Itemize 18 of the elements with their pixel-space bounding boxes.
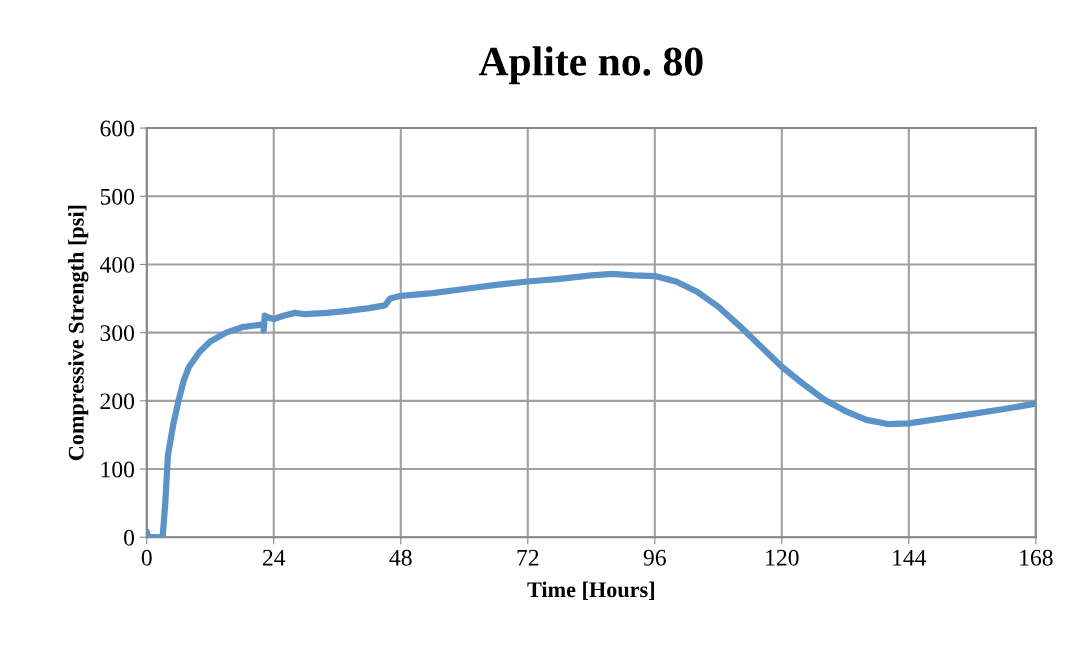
x-tick-label: 144 bbox=[893, 549, 927, 566]
y-tick-label: 600 bbox=[100, 120, 135, 137]
x-tick-label: 48 bbox=[389, 549, 412, 566]
x-tick-label: 120 bbox=[766, 549, 799, 566]
y-tick-label: 500 bbox=[100, 188, 135, 205]
x-axis-title: Time [Hours] bbox=[527, 581, 654, 600]
y-axis-title: Compressive Strength [psi] bbox=[68, 205, 89, 461]
x-tick-label: 168 bbox=[1020, 549, 1053, 566]
y-tick-label: 400 bbox=[99, 256, 135, 273]
x-tick-label: 96 bbox=[643, 549, 666, 566]
y-tick-label: 100 bbox=[101, 461, 135, 478]
x-tick-label: 72 bbox=[517, 549, 539, 566]
y-tick-label: 0 bbox=[124, 529, 135, 546]
x-tick-label: 0 bbox=[141, 549, 152, 566]
y-tick-label: 300 bbox=[100, 325, 135, 342]
y-tick-label: 200 bbox=[100, 393, 135, 410]
x-tick-label: 24 bbox=[262, 549, 286, 566]
chart-title: Aplite no. 80 bbox=[478, 46, 703, 85]
